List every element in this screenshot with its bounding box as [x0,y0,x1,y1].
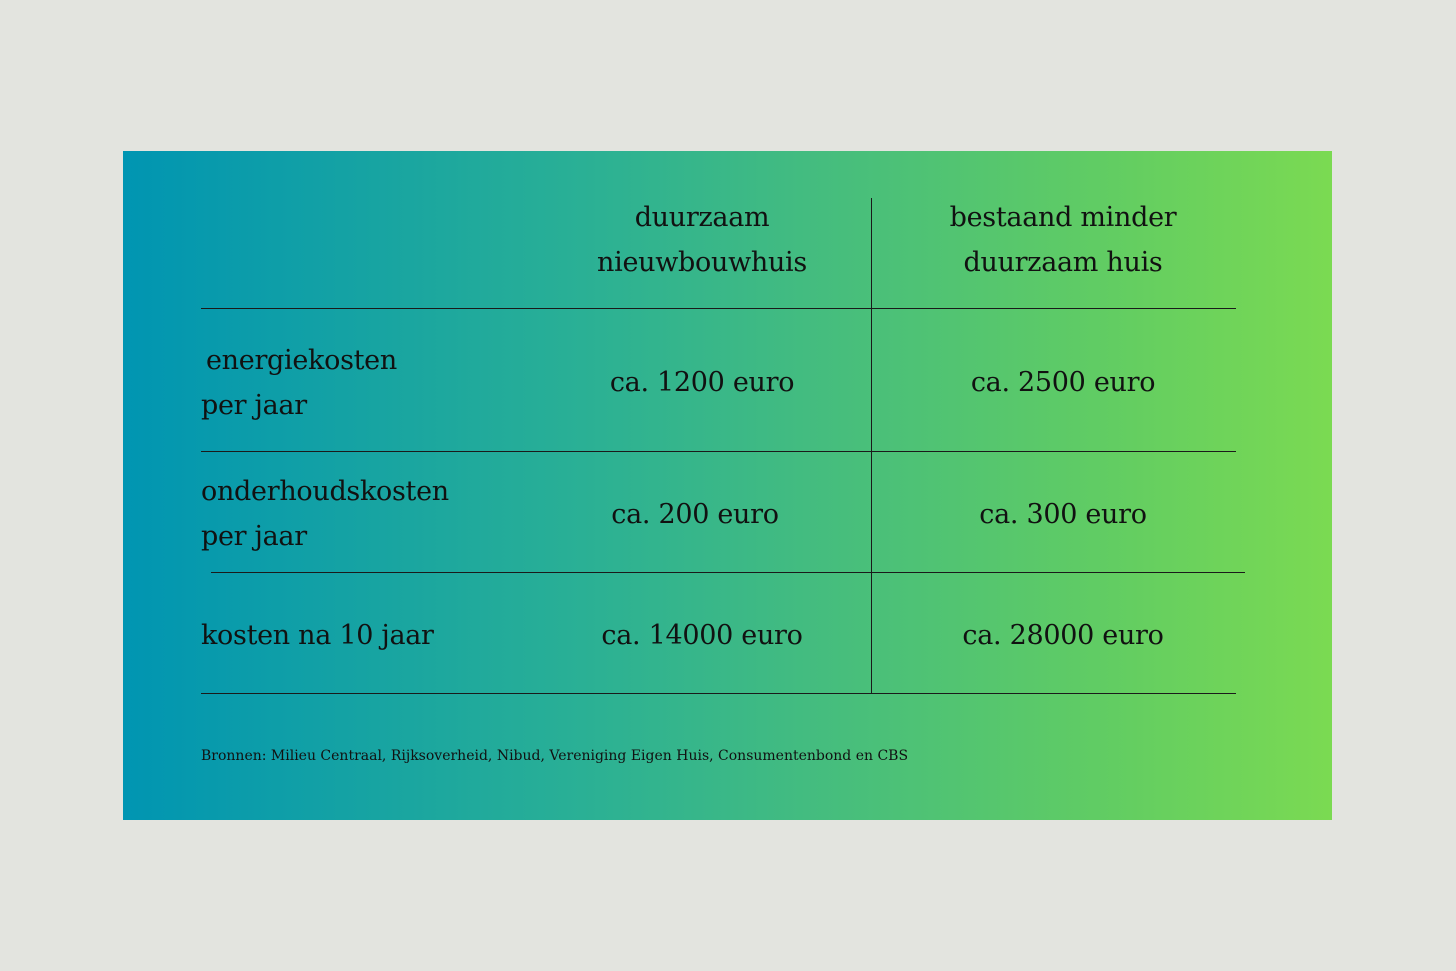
bottom-divider [201,693,1236,694]
row-label-energy-line1: energiekosten [206,345,397,376]
sources-note: Bronnen: Milieu Centraal, Rijksoverheid,… [201,748,909,764]
header-divider [201,308,1236,309]
header-new-build-line1: duurzaam [634,202,770,233]
header-new-build-line2: nieuwbouwhuis [597,247,807,278]
energy-new-build-value: ca. 1200 euro [609,367,795,398]
header-new-build: duurzaam nieuwbouwhuis [552,195,852,285]
header-existing-house-line1: bestaand minder [949,202,1177,233]
row-divider-1 [201,451,1236,452]
column-divider [871,198,872,694]
row-label-energy: energiekosten per jaar [201,338,397,428]
ten-year-new-build-value: ca. 14000 euro [601,620,803,651]
comparison-card: duurzaam nieuwbouwhuis bestaand minder d… [123,151,1332,820]
maintenance-existing-value: ca. 300 euro [979,499,1147,530]
row-label-energy-line2: per jaar [201,390,307,421]
header-existing-house: bestaand minder duurzaam huis [913,195,1213,285]
energy-existing-value: ca. 2500 euro [970,367,1156,398]
row-label-maintenance: onderhoudskosten per jaar [201,469,449,559]
maintenance-new-build-value: ca. 200 euro [611,499,779,530]
ten-year-existing-value: ca. 28000 euro [962,620,1164,651]
row-divider-2 [211,572,1245,573]
header-existing-house-line2: duurzaam huis [963,247,1163,278]
row-label-ten-year-costs: kosten na 10 jaar [201,620,434,651]
row-label-maintenance-line1: onderhoudskosten [201,476,449,507]
row-label-maintenance-line2: per jaar [201,521,307,552]
